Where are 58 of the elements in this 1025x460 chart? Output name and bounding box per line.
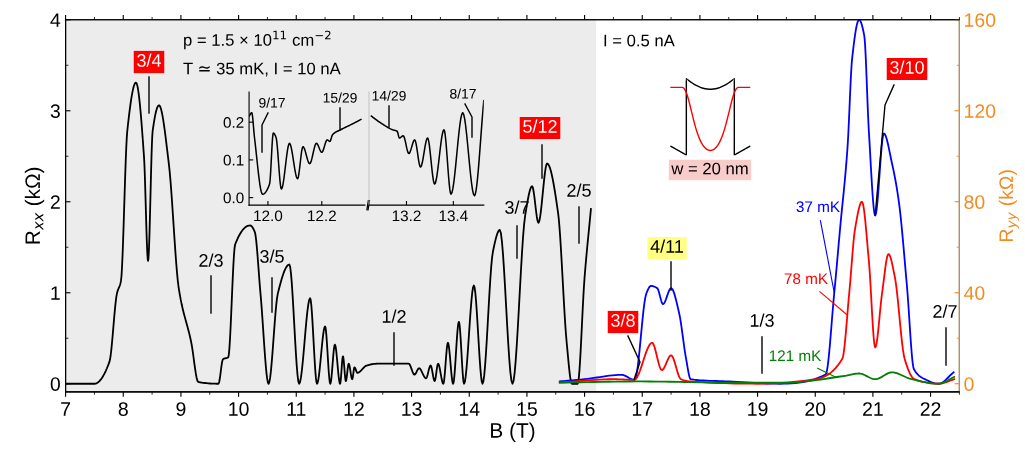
y-tick-label: 0.0 [223, 192, 244, 204]
x-tick-label: 13 [402, 402, 422, 416]
x-tick-label: 8 [118, 402, 128, 416]
y-tick-label: 0.1 [223, 154, 244, 166]
x-tick-label: 12.2 [308, 210, 336, 222]
x-tick-label: 19 [748, 402, 768, 416]
x-tick-label: 13.4 [439, 210, 468, 222]
y-tick-label: 1 [51, 286, 60, 300]
y2-axis-title: R$_{yy}$ (kΩ) [998, 170, 1019, 241]
x-tick-label: 11 [287, 402, 306, 416]
x-tick-label: 10 [229, 402, 249, 416]
x-tick-label: 21 [863, 402, 883, 416]
y2-tick-label: 120 [965, 104, 996, 118]
y2-tick-label: 80 [964, 195, 985, 209]
annotation: 9/17 [259, 97, 285, 108]
x-tick-label: 15 [517, 402, 537, 416]
annotation: 2/3 [199, 253, 223, 267]
annotation: 1/3 [750, 313, 774, 327]
annotation: 15/29 [323, 92, 357, 103]
x-tick-label: 22 [920, 402, 941, 416]
series-label: 121 mK [769, 350, 822, 361]
annotation: 3/8 [611, 313, 635, 327]
annotation: 3/10 [890, 60, 924, 74]
y2-tick-label: 40 [964, 286, 985, 300]
x-tick-label: 16 [575, 402, 595, 416]
x-tick-label: 7 [61, 402, 71, 416]
annotation: 2/7 [933, 304, 957, 318]
annotation: 1/2 [382, 309, 406, 323]
annotation: 8/17 [450, 88, 476, 99]
annotation: I = 0.5 nA [604, 34, 675, 47]
annotation: 5/12 [523, 119, 557, 133]
annotation: w = 20 nm [671, 162, 748, 175]
annotation: p = 1.5 × 10$^{11}$ cm$^{−2}$ [184, 30, 331, 50]
x-tick-label: 18 [690, 402, 710, 416]
y2-tick-label: 160 [965, 13, 996, 28]
series-label: 78 mK [784, 273, 828, 285]
y-tick-label: 0.2 [223, 117, 244, 128]
x-tick-label: 13.2 [392, 210, 421, 222]
annotation: 4/11 [650, 239, 684, 253]
y-tick-label: 4 [50, 13, 61, 27]
series-label: 37 mK [796, 201, 840, 213]
y-tick-label: 0 [50, 377, 60, 391]
x-tick-label: 9 [176, 402, 186, 416]
annotation: 3/4 [137, 53, 162, 67]
x-tick-label: 14 [459, 402, 480, 416]
x-tick-label: 20 [805, 402, 826, 416]
y-axis-title: R$_{xx}$ (kΩ) [24, 167, 45, 244]
x-tick-label: 17 [632, 402, 653, 416]
annotation: 14/29 [372, 90, 406, 101]
annotation: T ≃ 35 mK, I = 10 nA [183, 62, 341, 77]
annotation: 3/5 [260, 249, 284, 263]
annotation: 2/5 [567, 183, 591, 197]
y-tick-label: 2 [50, 195, 60, 209]
x-tick-label: 12 [344, 402, 364, 416]
y-tick-label: 3 [50, 104, 60, 118]
y2-tick-label: 0 [964, 377, 974, 391]
x-tick-label: 12.0 [254, 210, 283, 222]
x-axis-title: B (T) [491, 422, 535, 442]
